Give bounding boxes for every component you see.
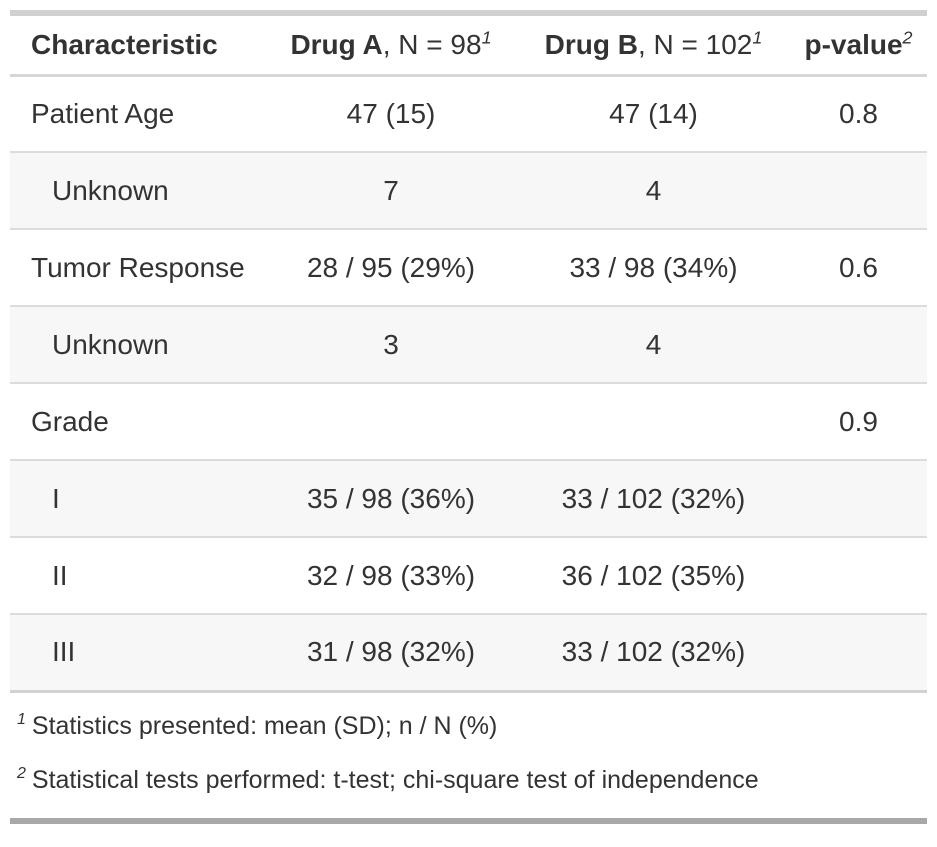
table-row: II 32 / 98 (33%) 36 / 102 (35%)	[10, 537, 927, 615]
row-label: Unknown	[10, 306, 265, 384]
column-header-label: Drug A	[290, 28, 383, 60]
cell-drug-a: 28 / 95 (29%)	[265, 229, 517, 307]
cell-p-value: 0.6	[790, 229, 927, 307]
cell-drug-a	[265, 383, 517, 461]
cell-p-value	[790, 614, 927, 693]
column-header-drug-a: Drug A, N = 981	[265, 13, 517, 77]
table-row: Unknown 3 4	[10, 306, 927, 384]
column-header-n: , N = 102	[637, 28, 753, 60]
footnote-cell: 1 Statistics presented: mean (SD); n / N …	[10, 691, 927, 821]
table-row: Tumor Response 28 / 95 (29%) 33 / 98 (34%)…	[10, 229, 927, 307]
table-footer: 1 Statistics presented: mean (SD); n / N …	[10, 691, 927, 821]
cell-drug-b: 47 (14)	[517, 75, 790, 153]
cell-drug-b: 4	[517, 306, 790, 384]
cell-drug-a: 3	[265, 306, 517, 384]
footnote-marker: 1	[17, 711, 26, 729]
row-label: Tumor Response	[10, 229, 265, 307]
table-row: Unknown 7 4	[10, 152, 927, 230]
cell-drug-a: 32 / 98 (33%)	[265, 537, 517, 615]
cell-drug-a: 35 / 98 (36%)	[265, 460, 517, 538]
row-label: Unknown	[10, 152, 265, 230]
row-label: II	[10, 537, 265, 615]
row-label: Patient Age	[10, 75, 265, 153]
cell-drug-a: 47 (15)	[265, 75, 517, 153]
table-header: Characteristic Drug A, N = 981 Drug B, N…	[10, 13, 927, 77]
cell-p-value: 0.8	[790, 75, 927, 153]
column-header-label: Characteristic	[31, 28, 218, 60]
cell-drug-b: 4	[517, 152, 790, 230]
table-row: Patient Age 47 (15) 47 (14) 0.8	[10, 75, 927, 153]
cell-p-value	[790, 306, 927, 384]
footer-row: 1 Statistics presented: mean (SD); n / N …	[10, 691, 927, 821]
cell-drug-b	[517, 383, 790, 461]
cell-drug-a: 7	[265, 152, 517, 230]
cell-drug-b: 33 / 102 (32%)	[517, 614, 790, 693]
column-header-p-value: p-value2	[790, 13, 927, 77]
cell-drug-b: 33 / 98 (34%)	[517, 229, 790, 307]
footnote-2: 2 Statistical tests performed: t-test; ch…	[17, 764, 927, 796]
cell-drug-b: 36 / 102 (35%)	[517, 537, 790, 615]
header-row: Characteristic Drug A, N = 981 Drug B, N…	[10, 13, 927, 77]
table-row: Grade 0.9	[10, 383, 927, 461]
column-header-label: p-value	[804, 28, 903, 60]
column-header-n: , N = 98	[382, 28, 482, 60]
cell-p-value	[790, 537, 927, 615]
row-label: Grade	[10, 383, 265, 461]
cell-p-value: 0.9	[790, 383, 927, 461]
row-label: III	[10, 614, 265, 693]
cell-drug-a: 31 / 98 (32%)	[265, 614, 517, 693]
table-row: III 31 / 98 (32%) 33 / 102 (32%)	[10, 614, 927, 693]
footnote-marker: 2	[17, 765, 26, 783]
column-header-drug-b: Drug B, N = 1021	[517, 13, 790, 77]
cell-drug-b: 33 / 102 (32%)	[517, 460, 790, 538]
footnote-marker: 2	[902, 27, 913, 48]
footnote-marker: 1	[481, 27, 492, 48]
column-header-characteristic: Characteristic	[10, 13, 265, 77]
table-body: Patient Age 47 (15) 47 (14) 0.8 Unknown 7 4 Tum…	[10, 75, 927, 693]
cell-p-value	[790, 460, 927, 538]
footnote-1: 1 Statistics presented: mean (SD); n / N …	[17, 710, 927, 742]
summary-table: Characteristic Drug A, N = 981 Drug B, N…	[10, 10, 927, 824]
column-header-label: Drug B	[544, 28, 638, 60]
footnote-text: Statistics presented: mean (SD); n / N (…	[31, 711, 498, 740]
footnote-marker: 1	[752, 27, 763, 48]
table-row: I 35 / 98 (36%) 33 / 102 (32%)	[10, 460, 927, 538]
row-label: I	[10, 460, 265, 538]
footnote-text: Statistical tests performed: t-test; chi…	[31, 765, 759, 794]
cell-p-value	[790, 152, 927, 230]
